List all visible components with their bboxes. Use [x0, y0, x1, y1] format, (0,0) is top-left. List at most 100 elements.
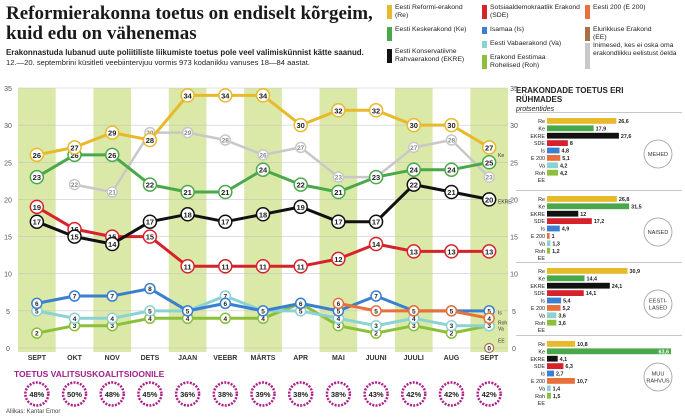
- data-point: [31, 327, 43, 339]
- legend-item-e200: Eesti 200 (E 200): [585, 4, 681, 24]
- coalition-ring: [287, 381, 314, 407]
- data-label: 17: [372, 218, 380, 227]
- data-point: [445, 319, 458, 332]
- y-tick-label: 20: [510, 197, 518, 204]
- data-point: [484, 342, 495, 354]
- data-label: 17: [33, 218, 41, 227]
- bar-category-label: Ke: [538, 204, 545, 210]
- data-point: [218, 184, 233, 200]
- bar-category-label: Roh: [535, 394, 545, 400]
- data-point: [181, 126, 194, 139]
- bar-category-label: Is: [541, 299, 545, 305]
- bar-category-label: E 200: [531, 156, 545, 162]
- data-label: 11: [184, 262, 192, 271]
- y-tick-label: 15: [4, 235, 12, 242]
- bar-value-label: 2,7: [556, 372, 564, 378]
- data-label: 32: [334, 106, 342, 115]
- y-tick-label: 30: [4, 123, 12, 130]
- data-label: 6: [35, 301, 39, 308]
- x-tick-label: DETS: [141, 355, 160, 362]
- bar-category-label: Va: [539, 313, 545, 319]
- bar-category-label: EKRE: [530, 284, 545, 290]
- data-label: 14: [372, 240, 381, 249]
- bar-category-label: EKRE: [530, 357, 545, 363]
- y-tick-label: 0: [512, 346, 516, 353]
- legend-item-roh: Erakond Eestimaa Rohelised (Roh): [482, 54, 582, 74]
- source-note: Allikas: Kantar Emor: [6, 409, 61, 415]
- data-label: 30: [447, 121, 455, 130]
- y-tick-label: 35: [4, 86, 12, 93]
- legend-item-sde: Sotsiaaldemokraatlik Erakond (SDE): [482, 4, 582, 24]
- data-label: 34: [221, 91, 230, 100]
- coalition-ring: [174, 381, 201, 407]
- data-label: 4: [412, 316, 416, 323]
- bar: [547, 240, 551, 247]
- y-tick-label: 30: [510, 123, 518, 130]
- data-label: 7: [110, 294, 114, 301]
- y-tick-label: 10: [4, 272, 12, 279]
- legend-item-va: Eesti Vabaerakond (Va): [482, 40, 582, 52]
- bar-category-label: EKRE: [530, 212, 545, 218]
- data-label: 22: [297, 181, 305, 190]
- bar-category-label: E 200: [531, 306, 545, 312]
- x-tick-label: APR: [293, 355, 308, 362]
- bar-value-label: 31,5: [631, 204, 642, 210]
- data-label: 4: [261, 316, 265, 323]
- group-name: MUU: [652, 372, 665, 378]
- bar: [547, 118, 617, 124]
- data-point: [370, 305, 382, 317]
- survey-note: 12.—20. septembrini küsitleti veebiinter…: [6, 57, 310, 67]
- group-divider: [516, 112, 682, 113]
- group-badge: [643, 139, 673, 169]
- group-badge: [643, 362, 673, 392]
- data-point: [180, 184, 195, 200]
- coalition-value: 48%: [29, 390, 44, 399]
- data-label: 5: [374, 308, 378, 315]
- data-point: [67, 229, 82, 244]
- group-divider: [516, 335, 682, 336]
- data-point: [142, 177, 158, 192]
- data-label: 7: [223, 294, 227, 301]
- data-point: [68, 312, 81, 325]
- data-label: 5: [450, 308, 454, 315]
- data-point: [257, 305, 269, 317]
- bar: [547, 341, 576, 347]
- bar: [547, 225, 560, 232]
- data-point: [144, 305, 156, 317]
- data-label: 21: [183, 188, 191, 197]
- data-label: 21: [447, 188, 455, 197]
- bar-category-label: Va: [539, 241, 545, 247]
- data-point: [29, 199, 45, 215]
- data-label: 11: [221, 262, 229, 271]
- data-label: 18: [259, 210, 267, 219]
- data-label: 5: [299, 308, 303, 315]
- bar-value-label: 5,2: [563, 306, 571, 312]
- data-label: 6: [223, 301, 227, 308]
- data-point: [255, 207, 271, 222]
- data-point: [368, 103, 384, 118]
- data-point: [106, 312, 118, 325]
- data-point: [181, 305, 194, 317]
- series-end-tag: Roh: [498, 321, 507, 327]
- data-point: [293, 117, 308, 133]
- data-label: 34: [183, 91, 192, 100]
- data-label: 23: [372, 173, 380, 182]
- data-label: 26: [108, 151, 116, 160]
- data-label: 34: [259, 91, 268, 100]
- data-label: 4: [337, 316, 341, 323]
- bar: [547, 125, 594, 132]
- coalition-value: 38%: [218, 390, 233, 399]
- x-tick-label: MAI: [332, 355, 345, 362]
- coalition-ring: [61, 381, 88, 407]
- coalition-ring: [363, 381, 389, 407]
- legend-item-unknown: Inimesed, kes ei oska oma erakondlikku e…: [585, 42, 681, 74]
- coalition-ring: [212, 381, 239, 407]
- coalition-value: 48%: [105, 390, 120, 399]
- y-tick-label: 15: [510, 235, 518, 242]
- data-label: 13: [485, 247, 493, 256]
- data-label: 29: [184, 130, 192, 137]
- bar-category-label: SDE: [534, 219, 545, 225]
- bar: [547, 196, 617, 202]
- coalition-value: 50%: [67, 390, 82, 399]
- x-tick-label: JAAN: [178, 355, 197, 362]
